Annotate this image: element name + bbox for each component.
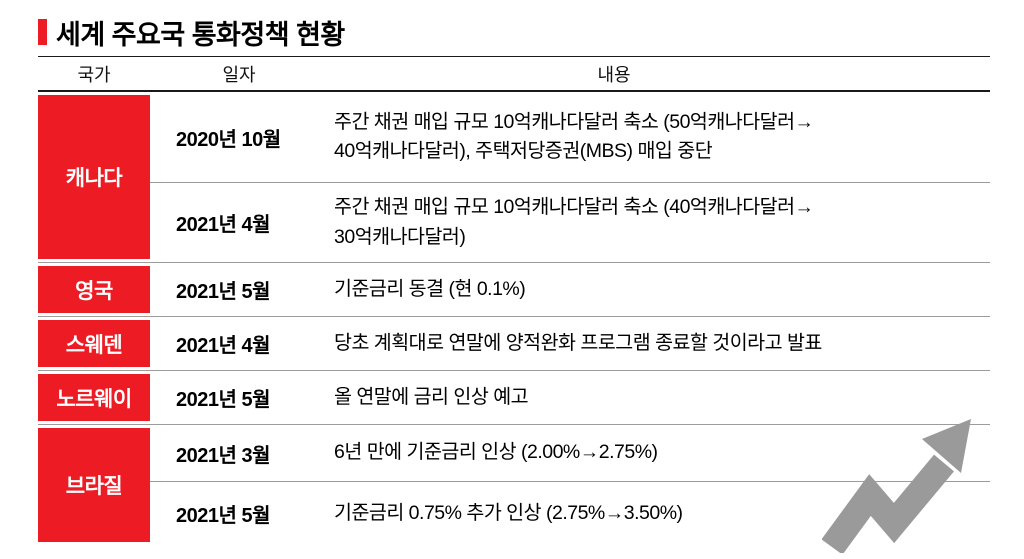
country-cell-uk: 영국 (38, 266, 150, 313)
country-group-uk: 영국 2021년 5월 기준금리 동결 (현 0.1%) (38, 262, 990, 316)
content-cell: 6년 만에 기준금리 인상 (2.00%→2.75%) (334, 441, 658, 464)
table-row: 2021년 4월 주간 채권 매입 규모 10억캐나다달러 축소 (40억캐나다… (150, 182, 990, 262)
country-group-brazil: 브라질 2021년 3월 6년 만에 기준금리 인상 (2.00%→2.75%)… (38, 424, 990, 545)
table-row: 2021년 5월 올 연말에 금리 인상 예고 (150, 371, 990, 424)
date-cell: 2021년 4월 (176, 214, 270, 236)
content-cell: 주간 채권 매입 규모 10억캐나다달러 축소 (50억캐나다달러→ 40억캐나… (334, 110, 814, 162)
date-cell: 2021년 5월 (176, 281, 270, 303)
column-header-country: 국가 (77, 64, 111, 85)
content-cell: 주간 채권 매입 규모 10억캐나다달러 축소 (40억캐나다달러→ 30억캐나… (334, 196, 814, 248)
date-cell: 2020년 10월 (176, 128, 281, 151)
group-rows: 2021년 5월 기준금리 동결 (현 0.1%) (150, 263, 990, 316)
rising-chart-arrow-icon (822, 419, 971, 553)
group-rows: 2020년 10월 주간 채권 매입 규모 10억캐나다달러 축소 (50억캐나… (150, 92, 990, 262)
table-header-row: 국가 일자 내용 (38, 56, 990, 92)
country-cell-brazil: 브라질 (38, 428, 150, 542)
table-body: 캐나다 2020년 10월 주간 채권 매입 규모 10억캐나다달러 축소 (5… (38, 92, 990, 545)
title-block: 세계 주요국 통화정책 현황 (38, 14, 990, 50)
group-rows: 2021년 4월 당초 계획대로 연말에 양적완화 프로그램 종료할 것이라고 … (150, 317, 990, 370)
page-title: 세계 주요국 통화정책 현황 (56, 19, 345, 50)
date-cell: 2021년 3월 (176, 444, 270, 467)
column-header-content: 내용 (597, 64, 631, 85)
date-cell: 2021년 4월 (176, 335, 270, 357)
table-row: 2021년 5월 기준금리 0.75% 추가 인상 (2.75%→3.50%) (150, 481, 990, 545)
date-cell: 2021년 5월 (176, 389, 270, 411)
country-group-canada: 캐나다 2020년 10월 주간 채권 매입 규모 10억캐나다달러 축소 (5… (38, 92, 990, 262)
content-cell: 기준금리 0.75% 추가 인상 (2.75%→3.50%) (334, 501, 683, 524)
country-cell-norway: 노르웨이 (38, 374, 150, 421)
group-rows: 2021년 5월 올 연말에 금리 인상 예고 (150, 371, 990, 424)
title-accent-bar-icon (38, 19, 47, 45)
table-row: 2021년 3월 6년 만에 기준금리 인상 (2.00%→2.75%) (150, 425, 990, 481)
country-group-sweden: 스웨덴 2021년 4월 당초 계획대로 연말에 양적완화 프로그램 종료할 것… (38, 316, 990, 370)
content-cell: 올 연말에 금리 인상 예고 (334, 385, 529, 408)
country-cell-canada: 캐나다 (38, 95, 150, 259)
date-cell: 2021년 5월 (176, 505, 270, 527)
table-row: 2020년 10월 주간 채권 매입 규모 10억캐나다달러 축소 (50억캐나… (150, 92, 990, 182)
table-row: 2021년 5월 기준금리 동결 (현 0.1%) (150, 263, 990, 316)
content-cell: 기준금리 동결 (현 0.1%) (334, 277, 526, 300)
country-group-norway: 노르웨이 2021년 5월 올 연말에 금리 인상 예고 (38, 370, 990, 424)
table-row: 2021년 4월 당초 계획대로 연말에 양적완화 프로그램 종료할 것이라고 … (150, 317, 990, 370)
country-cell-sweden: 스웨덴 (38, 320, 150, 367)
group-rows: 2021년 3월 6년 만에 기준금리 인상 (2.00%→2.75%) 202… (150, 425, 990, 545)
column-header-date: 일자 (222, 64, 256, 85)
content-cell: 당초 계획대로 연말에 양적완화 프로그램 종료할 것이라고 발표 (334, 331, 822, 354)
